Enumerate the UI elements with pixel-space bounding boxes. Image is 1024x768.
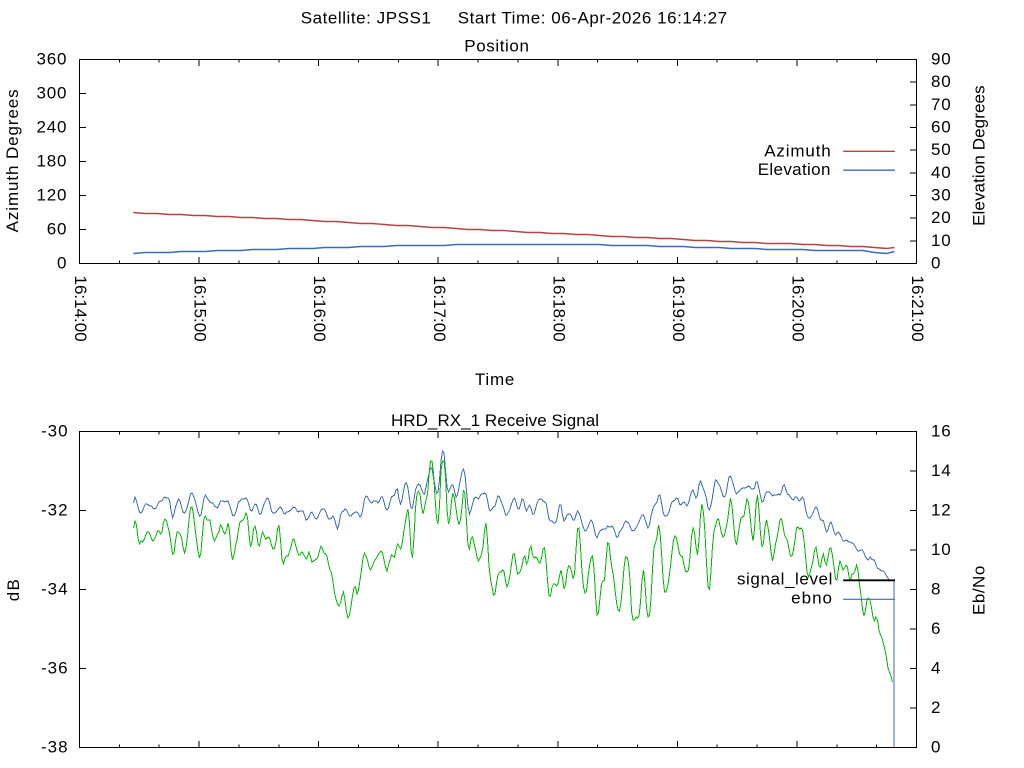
svg-text:dB: dB (4, 578, 23, 601)
svg-text:Time: Time (475, 370, 515, 389)
svg-text:signal_level: signal_level (737, 570, 833, 589)
svg-text:120: 120 (37, 186, 68, 205)
svg-text:Satellite: JPSS1 Start Tim: Satellite: JPSS1 Start Time: 06-Apr-2026… (301, 9, 728, 28)
svg-text:Elevation: Elevation (758, 160, 831, 179)
svg-text:16:19:00: 16:19:00 (669, 276, 688, 342)
svg-text:-32: -32 (41, 501, 69, 520)
svg-text:60: 60 (47, 220, 68, 239)
svg-text:80: 80 (931, 72, 952, 91)
svg-text:16:15:00: 16:15:00 (191, 276, 210, 342)
svg-text:16:18:00: 16:18:00 (549, 276, 568, 342)
svg-text:Elevation Degrees: Elevation Degrees (970, 85, 989, 226)
svg-text:4: 4 (931, 659, 941, 678)
svg-text:0: 0 (57, 254, 67, 273)
svg-text:180: 180 (37, 152, 68, 171)
svg-text:16:14:00: 16:14:00 (71, 276, 90, 342)
svg-text:Azimuth Degrees: Azimuth Degrees (3, 88, 22, 232)
svg-text:40: 40 (931, 163, 952, 182)
svg-text:60: 60 (931, 118, 952, 137)
svg-text:2: 2 (931, 698, 941, 717)
svg-text:10: 10 (931, 540, 952, 559)
svg-text:ebno: ebno (791, 588, 833, 607)
svg-text:-30: -30 (41, 422, 69, 441)
svg-text:90: 90 (931, 50, 952, 69)
svg-text:10: 10 (931, 231, 952, 250)
svg-text:30: 30 (931, 186, 952, 205)
svg-text:360: 360 (37, 50, 68, 69)
svg-text:16:20:00: 16:20:00 (789, 276, 808, 342)
svg-text:Azimuth: Azimuth (764, 141, 831, 160)
svg-text:300: 300 (37, 84, 68, 103)
svg-text:16:16:00: 16:16:00 (310, 276, 329, 342)
svg-text:16:17:00: 16:17:00 (430, 276, 449, 342)
svg-text:Position: Position (464, 37, 529, 56)
svg-text:-34: -34 (41, 580, 69, 599)
svg-text:0: 0 (931, 738, 941, 757)
svg-text:12: 12 (931, 501, 952, 520)
svg-text:240: 240 (37, 118, 68, 137)
svg-text:Eb/No: Eb/No (969, 565, 988, 615)
svg-text:20: 20 (931, 208, 952, 227)
svg-text:8: 8 (931, 580, 941, 599)
svg-text:HRD_RX_1 Receive Signal: HRD_RX_1 Receive Signal (391, 411, 599, 430)
svg-text:-36: -36 (41, 659, 69, 678)
svg-text:-38: -38 (41, 738, 69, 757)
svg-text:50: 50 (931, 140, 952, 159)
svg-text:70: 70 (931, 95, 952, 114)
svg-text:6: 6 (931, 619, 941, 638)
svg-text:0: 0 (931, 254, 941, 273)
svg-text:14: 14 (931, 461, 952, 480)
svg-text:16: 16 (931, 422, 952, 441)
svg-text:16:21:00: 16:21:00 (908, 276, 927, 342)
